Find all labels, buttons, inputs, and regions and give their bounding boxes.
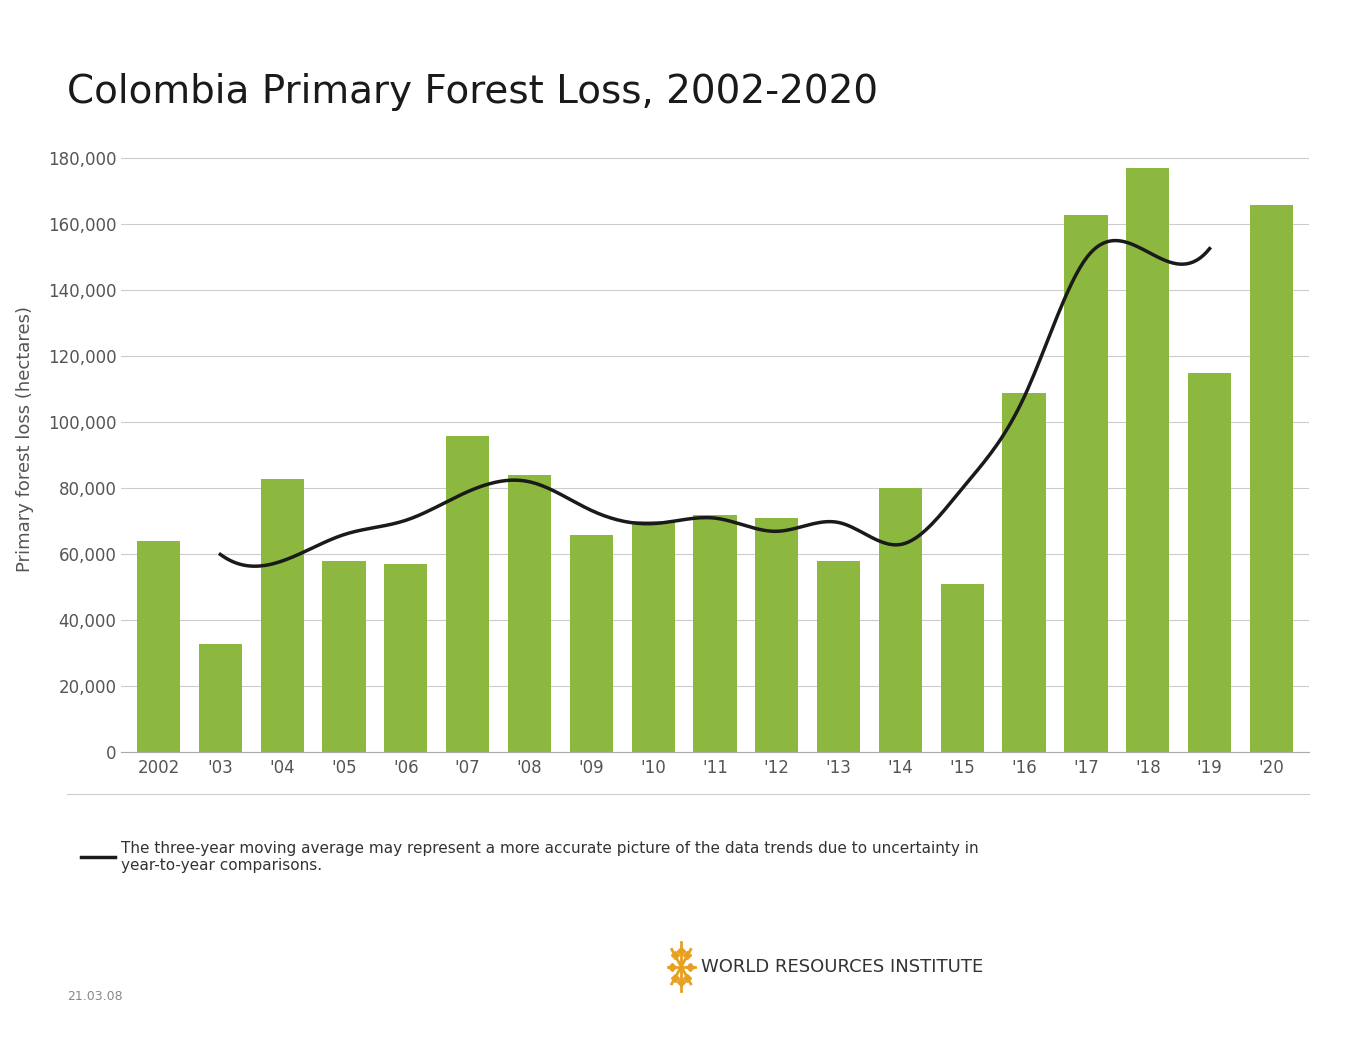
- Bar: [817, 561, 861, 752]
- Bar: [878, 488, 923, 752]
- Y-axis label: Primary forest loss (hectares): Primary forest loss (hectares): [16, 306, 34, 572]
- Bar: [322, 561, 366, 752]
- Bar: [507, 475, 552, 752]
- Bar: [755, 518, 799, 752]
- Bar: [1188, 373, 1232, 752]
- Bar: [260, 479, 304, 752]
- Bar: [1064, 214, 1108, 752]
- Text: GLOBAL
FOREST
WATCH: GLOBAL FOREST WATCH: [536, 949, 584, 984]
- Text: The three-year moving average may represent a more accurate picture of the data : The three-year moving average may repres…: [121, 840, 979, 874]
- Bar: [693, 515, 737, 752]
- Bar: [631, 521, 674, 752]
- Bar: [569, 535, 612, 752]
- Bar: [384, 564, 428, 752]
- Bar: [136, 541, 181, 752]
- Bar: [1002, 393, 1045, 752]
- Text: WORLD RESOURCES INSTITUTE: WORLD RESOURCES INSTITUTE: [701, 957, 983, 976]
- Bar: [940, 584, 983, 752]
- Bar: [1249, 205, 1294, 752]
- Bar: [1126, 168, 1170, 752]
- Bar: [447, 436, 490, 752]
- Text: Colombia Primary Forest Loss, 2002-2020: Colombia Primary Forest Loss, 2002-2020: [67, 73, 878, 111]
- Text: 21.03.08: 21.03.08: [67, 991, 123, 1003]
- Bar: [198, 644, 241, 752]
